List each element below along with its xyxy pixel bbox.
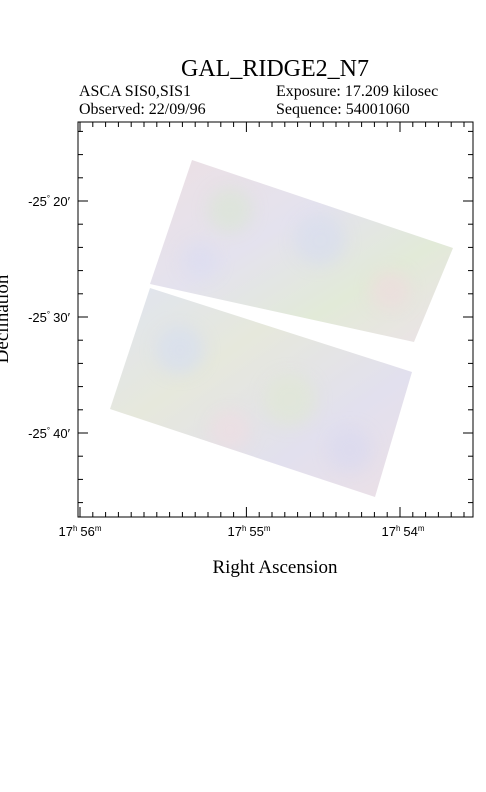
degrees: -25	[28, 310, 47, 325]
hours: 17	[227, 524, 241, 539]
exposure: Exposure: 17.209 kilosec	[276, 83, 438, 100]
sequence: Sequence: 54001060	[276, 101, 410, 118]
y-tick-label: -25° 20′	[28, 194, 70, 209]
minute-unit: m	[418, 524, 425, 533]
hours: 17	[381, 524, 395, 539]
minute-unit: m	[264, 524, 271, 533]
minute-unit: m	[95, 524, 102, 533]
degree-sign: °	[47, 194, 50, 203]
minute-sign: ′	[68, 310, 71, 325]
x-tick-label: 17h 54m	[381, 524, 424, 539]
degrees: -25	[28, 194, 47, 209]
plot-frame	[77, 121, 474, 518]
hours: 17	[58, 524, 72, 539]
y-tick-label: -25° 30′	[28, 310, 70, 325]
instrument: ASCA SIS0,SIS1	[79, 83, 191, 100]
degrees: -25	[28, 426, 47, 441]
minutes: 20	[53, 194, 67, 209]
x-tick-label: 17h 56m	[58, 524, 101, 539]
minutes: 40	[53, 426, 67, 441]
minutes: 56	[80, 524, 94, 539]
degree-sign: °	[47, 310, 50, 319]
y-tick-labels: -25° 20′-25° 30′-25° 40′	[28, 194, 70, 441]
observed: Observed: 22/09/96	[79, 101, 206, 118]
sky-image	[110, 160, 453, 497]
ticks	[78, 122, 473, 517]
hour-unit: h	[242, 524, 246, 533]
minutes: 55	[249, 524, 263, 539]
title: GAL_RIDGE2_N7	[181, 56, 369, 82]
y-tick-label: -25° 40′	[28, 426, 70, 441]
x-axis-label: Right Ascension	[212, 557, 338, 578]
minutes: 30	[53, 310, 67, 325]
minute-sign: ′	[68, 194, 71, 209]
minute-sign: ′	[68, 426, 71, 441]
x-tick-labels: 17h 56m 17h 55m 17h 54m	[58, 524, 424, 539]
degree-sign: °	[47, 426, 50, 435]
y-axis-label: Declination	[0, 274, 13, 363]
x-tick-label: 17h 55m	[227, 524, 270, 539]
hour-unit: h	[73, 524, 77, 533]
minutes: 54	[403, 524, 417, 539]
hour-unit: h	[396, 524, 400, 533]
